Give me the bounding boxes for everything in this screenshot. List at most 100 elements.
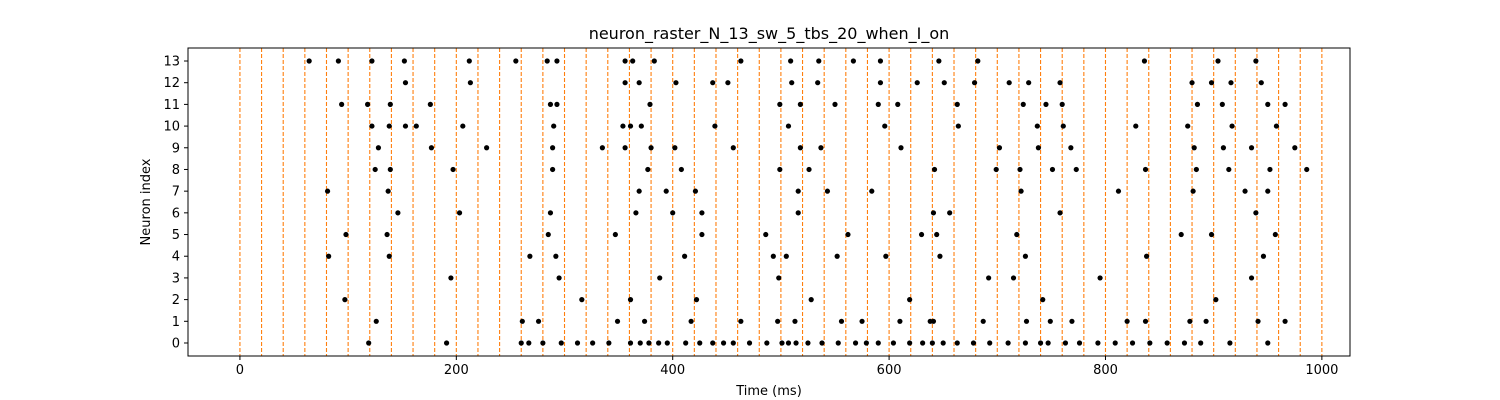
spike-point <box>710 80 716 86</box>
y-tick-label: 11 <box>163 98 180 113</box>
spike-point <box>941 80 947 86</box>
spike-point <box>1185 123 1191 129</box>
spike-point <box>797 101 803 107</box>
spike-point <box>554 58 560 64</box>
spike-point <box>1037 340 1044 346</box>
spike-point <box>636 188 642 194</box>
spike-point <box>1227 340 1233 346</box>
spike-point <box>875 101 881 107</box>
spike-point <box>526 340 532 346</box>
spike-point <box>970 340 977 346</box>
spike-point <box>914 80 920 86</box>
spike-point <box>550 166 556 173</box>
spike-point <box>386 253 392 259</box>
spike-point <box>1258 80 1264 86</box>
spike-point <box>1147 340 1153 346</box>
spike-point <box>1226 166 1232 173</box>
spike-point <box>720 340 727 346</box>
spike-point <box>387 101 393 107</box>
spike-point <box>852 340 859 346</box>
spike-point <box>795 188 801 194</box>
spike-point <box>646 340 652 346</box>
spike-point <box>775 318 781 324</box>
spike-point <box>630 58 636 64</box>
spike-point <box>1248 275 1255 281</box>
spike-point <box>795 210 801 216</box>
spike-point <box>558 340 564 346</box>
spike-point <box>1143 253 1150 259</box>
spike-point <box>730 145 736 151</box>
spike-point <box>688 318 694 324</box>
spike-point <box>1026 80 1032 86</box>
spike-point <box>547 101 554 107</box>
spike-point <box>413 123 419 129</box>
spike-point <box>1194 101 1201 107</box>
spike-point <box>1141 58 1148 64</box>
spike-point <box>875 340 881 346</box>
spike-point <box>386 123 392 129</box>
spike-point <box>657 275 663 281</box>
spike-point <box>797 145 803 151</box>
spike-point <box>627 297 634 303</box>
spike-point <box>366 340 372 346</box>
spike-point <box>1248 145 1255 151</box>
spike-point <box>527 253 533 259</box>
spike-point <box>1191 145 1197 151</box>
spike-point <box>710 340 716 346</box>
spike-point <box>606 340 612 346</box>
spike-point <box>1265 340 1271 346</box>
spike-point <box>1059 101 1065 107</box>
spike-point <box>1164 340 1170 346</box>
spike-point <box>1260 253 1267 259</box>
spike-point <box>663 188 669 194</box>
spike-point <box>693 297 700 303</box>
spike-point <box>1115 188 1122 194</box>
spike-point <box>1035 145 1042 151</box>
spike-point <box>1018 188 1024 194</box>
spike-point <box>770 253 776 259</box>
spike-point <box>1265 188 1271 194</box>
spike-point <box>651 58 657 64</box>
spike-point <box>882 123 888 129</box>
spike-point <box>1208 231 1215 238</box>
spike-point <box>1292 145 1298 151</box>
spike-point <box>1198 340 1204 346</box>
spike-point <box>554 101 560 107</box>
spike-point <box>1010 275 1017 281</box>
spike-point <box>1133 123 1139 129</box>
spike-markers <box>306 58 1310 346</box>
spike-point <box>590 340 596 346</box>
spike-point <box>877 80 884 86</box>
x-tick-label: 200 <box>444 363 469 378</box>
spike-point <box>1142 318 1149 324</box>
spike-point <box>369 58 375 64</box>
spike-point <box>641 318 648 324</box>
spike-point <box>395 210 401 216</box>
spike-point <box>443 340 450 346</box>
spike-point <box>1273 123 1280 129</box>
spike-point <box>730 340 736 346</box>
spike-point <box>792 318 798 324</box>
spike-point <box>1069 318 1075 324</box>
spike-point <box>776 275 782 281</box>
spike-point <box>712 123 718 129</box>
spike-point <box>1253 58 1259 64</box>
x-axis-label: Time (ms) <box>735 384 802 399</box>
spike-point <box>673 80 679 86</box>
spike-point <box>779 340 785 346</box>
spike-point <box>339 101 345 107</box>
spike-point <box>805 340 811 346</box>
spike-point <box>1112 340 1118 346</box>
spike-point <box>1095 340 1101 346</box>
spike-point <box>940 340 946 346</box>
spike-point <box>895 101 901 107</box>
spike-point <box>672 145 678 151</box>
spike-point <box>372 166 378 173</box>
spike-point <box>808 297 814 303</box>
spike-point <box>518 340 524 346</box>
spike-point <box>620 123 626 129</box>
spike-point <box>947 210 953 216</box>
spike-point <box>648 145 654 151</box>
spike-point <box>1049 166 1056 173</box>
